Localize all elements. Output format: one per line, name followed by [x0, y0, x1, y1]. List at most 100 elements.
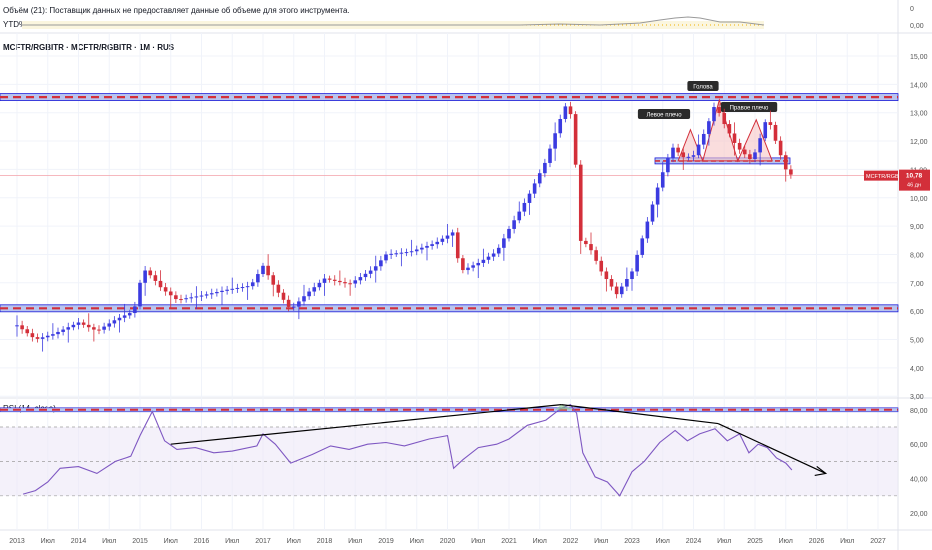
candle-up [440, 238, 445, 242]
candle-down [148, 270, 153, 276]
candle-up [317, 282, 322, 288]
x-axis-label: 2018 [317, 538, 333, 545]
rsi-arrow-head [814, 465, 828, 477]
symbol-title[interactable]: MCFTR/RGBITR · MCFTR/RGBITR · 1M · RUS [3, 43, 175, 52]
price-tick-label: 10,00 [910, 196, 928, 203]
candle-up [45, 335, 50, 338]
right-shoulder-label-bg [720, 102, 778, 112]
candle-up [399, 252, 404, 254]
candle-up [430, 244, 434, 246]
candle-down [568, 106, 573, 115]
candle-up [543, 162, 547, 174]
candle-up [363, 273, 368, 278]
candle-up [225, 289, 229, 291]
x-axis-label: 2013 [9, 538, 25, 545]
candle-up [758, 138, 762, 153]
rsi-band [0, 427, 898, 496]
head-label-group: Голова [687, 81, 719, 91]
left-shoulder-label-group: Левое плечо [637, 109, 691, 119]
candle-up [537, 173, 542, 184]
head-label-bg [687, 81, 719, 91]
candle-up [312, 287, 317, 292]
candle-up [450, 232, 455, 236]
candle-up [373, 266, 378, 271]
symbol-tag-bg [864, 170, 898, 181]
candle-down [286, 299, 291, 307]
candle-up [404, 252, 409, 254]
candle-down [81, 322, 86, 325]
candle-down [343, 282, 347, 284]
x-axis-label: 2014 [71, 538, 87, 545]
x-axis-label: Июл [41, 538, 55, 545]
price-tick-label: 15,00 [910, 54, 928, 61]
left-shoulder-label-bg [637, 109, 691, 119]
candle-down [168, 291, 173, 296]
price-tick-label: 14,00 [910, 82, 928, 89]
x-axis-label: 2021 [501, 538, 517, 545]
candle-down [158, 280, 163, 288]
x-axis-label: Июл [471, 538, 485, 545]
candle-up [712, 107, 716, 122]
candle-up [184, 298, 188, 300]
candle-up [701, 133, 706, 145]
rsi-tick-label: 20,00 [910, 511, 928, 518]
candle-up [619, 286, 624, 295]
candle-up [368, 270, 373, 274]
candle-up [297, 301, 301, 307]
candle-down [35, 337, 40, 339]
candle-up [250, 282, 255, 287]
rsi-line [22, 403, 793, 497]
candle-down [732, 133, 737, 143]
candle-down [266, 265, 270, 276]
candle-up [553, 133, 557, 149]
x-axis-label: Июл [779, 538, 793, 545]
candle-up [61, 329, 65, 332]
x-axis-label: Июл [533, 538, 547, 545]
right-shoulder-label: Правое плечо [730, 106, 769, 112]
x-axis-label: 2020 [440, 538, 456, 545]
price-tick-label: 3,00 [910, 394, 924, 401]
candle-down [332, 279, 337, 281]
candle-down [584, 240, 588, 245]
candle-up [645, 221, 650, 239]
candle-up [107, 323, 112, 327]
candle-down [327, 278, 332, 280]
candle-up [563, 106, 568, 119]
candle-down [174, 295, 178, 300]
price-tick-label: 8,00 [910, 252, 924, 259]
price-tick-label: 12,00 [910, 139, 928, 146]
candle-down [748, 154, 752, 160]
candle-up [358, 277, 363, 281]
support-resistance-zones [0, 93, 899, 313]
candle-down [97, 329, 101, 331]
candle-up [635, 254, 639, 272]
rsi-trendline [717, 423, 826, 474]
candle-up [691, 155, 696, 157]
candle-up [660, 172, 665, 188]
candle-up [671, 147, 675, 159]
candle-up [76, 322, 81, 325]
candle-down [455, 232, 460, 259]
candle-up [240, 287, 245, 289]
x-axis-label: Июл [717, 538, 731, 545]
ytd-tick-label: 0,00 [910, 23, 924, 30]
x-axis-label: 2016 [194, 538, 210, 545]
candle-up [66, 327, 71, 330]
candle-up [420, 247, 424, 250]
rsi-trendline [170, 404, 562, 445]
x-axis-label: Июл [102, 538, 116, 545]
candle-down [30, 333, 35, 338]
candle-up [353, 280, 358, 284]
candle-up [491, 253, 496, 257]
candle-down [338, 280, 342, 283]
x-axis-label: 2017 [255, 538, 271, 545]
candle-up [625, 279, 629, 287]
candle-up [143, 270, 147, 283]
candle-up [471, 265, 475, 268]
volume-note: Объём (21): Поставщик данных не предоста… [3, 6, 350, 15]
x-axis-label: 2019 [378, 538, 394, 545]
x-axis-label: 2026 [809, 538, 825, 545]
candle-up [409, 251, 414, 253]
